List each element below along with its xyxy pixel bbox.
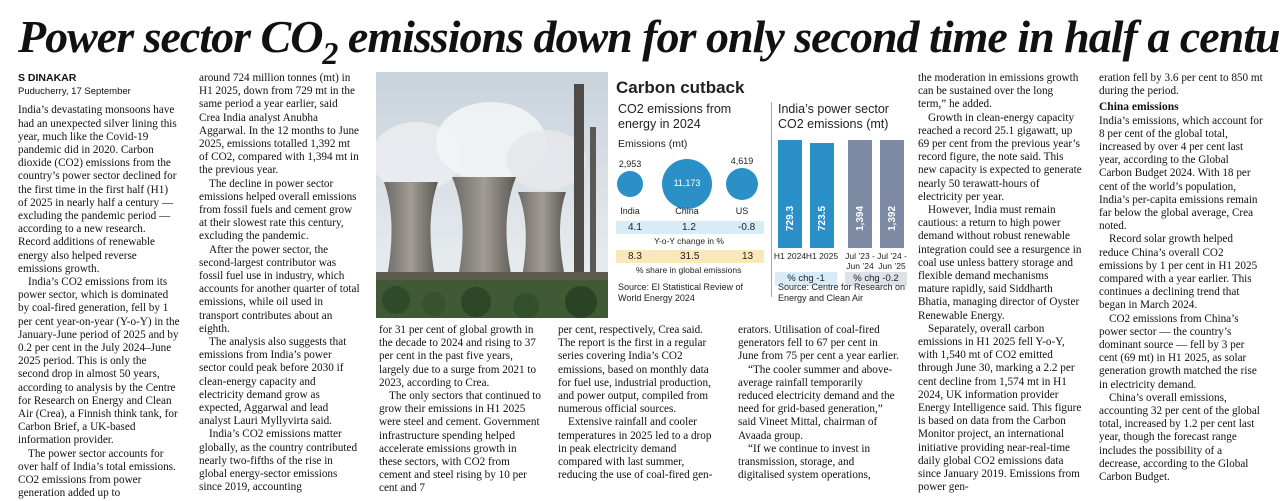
bar-0: [778, 140, 802, 248]
bar-label-1: H1 2025: [805, 251, 839, 261]
article-column-5: erators. Utilisation of coal-fired gener…: [738, 324, 900, 482]
article-column-4: per cent, respectively, Crea said. The r…: [558, 324, 720, 482]
bar-2: [848, 140, 872, 248]
bar-label-2: Jul ’23 - Jun ’24: [845, 251, 875, 271]
bubble-label-us: US: [735, 206, 749, 216]
paragraph: for 31 per cent of global growth in the …: [379, 324, 537, 389]
yoy-value-china: 1.2: [682, 222, 696, 233]
paragraph: Separately, overall carbon emissions in …: [918, 322, 1082, 494]
infographic-divider: [771, 102, 772, 297]
bar-value-2: 1,394: [855, 205, 866, 231]
paragraph: per cent, respectively, Crea said. The r…: [558, 324, 711, 416]
bubble-china: [662, 159, 712, 209]
bubble-label-china: China: [675, 206, 699, 216]
paragraph: The decline in power sector emissions he…: [199, 177, 357, 243]
share-value-us: 13: [742, 251, 754, 262]
paragraph: around 724 million tonnes (mt) in H1 202…: [199, 72, 360, 177]
headline: Power sector CO2 emissions down for only…: [18, 11, 1280, 71]
article-column-2: around 724 million tonnes (mt) in H1 202…: [199, 72, 361, 495]
cooling-towers-photo: [376, 72, 608, 318]
share-strip: 8.3 31.5 13: [616, 250, 764, 263]
bubble-value-china: 11,173: [673, 178, 701, 188]
byline-author: S DINAKAR: [18, 72, 77, 84]
paragraph: The only sectors that continued to grow …: [379, 390, 541, 495]
paragraph: eration fell by 3.6 per cent to 850 mt d…: [1099, 72, 1263, 98]
paragraph: CO2 emissions from China’s power sector …: [1099, 312, 1257, 391]
paragraph: China’s overall emissions, accounting 32…: [1099, 391, 1260, 484]
group-change-label-0: % chg -1: [775, 272, 837, 286]
group-change-label-1: % chg -0.2: [845, 272, 907, 286]
paragraph: India’s devastating monsoons have had an…: [18, 104, 177, 275]
paragraph: India’s CO2 emissions from its power sec…: [18, 276, 180, 447]
share-value-india: 8.3: [628, 251, 642, 262]
bar-label-0: H1 2024: [773, 251, 807, 261]
bubble-india: [617, 171, 643, 197]
yoy-value-india: 4.1: [628, 222, 642, 233]
bar-3: [880, 140, 904, 248]
paragraph: India’s CO2 emissions matter globally, a…: [199, 428, 358, 494]
article-column-3: for 31 per cent of global growth in the …: [379, 324, 541, 496]
share-caption: % share in global emissions: [636, 265, 742, 275]
bubble-label-india: India: [620, 206, 640, 216]
paragraph: “The cooler summer and above-average rai…: [738, 363, 895, 442]
paragraph: After the power sector, the second-large…: [199, 243, 360, 335]
bar-1: [810, 142, 834, 248]
paragraph: the moderation in emissions growth can b…: [918, 72, 1079, 111]
paragraph: “If we continue to invest in transmissio…: [738, 442, 871, 482]
carbon-cutback-infographic: Carbon cutback CO2 emissions from energy…: [608, 72, 910, 318]
paragraph: Growth in clean-energy capacity reached …: [918, 111, 1082, 203]
share-value-china: 31.5: [680, 251, 700, 262]
article-column-1: S DINAKAR Puducherry, 17 September India…: [18, 72, 180, 501]
paragraph: erators. Utilisation of coal-fired gener…: [738, 324, 899, 363]
yoy-value-us: -0.8: [738, 222, 756, 233]
paragraph: The analysis also suggests that emission…: [199, 336, 347, 428]
paragraph: Extensive rainfall and cooler temperatur…: [558, 416, 713, 482]
paragraph: However, India must remain cautious: a r…: [918, 204, 1082, 322]
paragraph: The power sector accounts for over half …: [18, 447, 176, 500]
article-column-7: eration fell by 3.6 per cent to 850 mt d…: [1099, 72, 1263, 484]
bubble-chart-subtitle: CO2 emissions from energy in 2024: [618, 102, 732, 131]
bubble-value-us: 4,619: [730, 155, 754, 166]
paragraph: Record solar growth helped reduce China’…: [1099, 233, 1258, 312]
bar-chart-title: India’s power sector CO2 emissions (mt): [778, 102, 889, 131]
bar-chart-source: Source: Centre for Research on Energy an…: [778, 282, 906, 303]
paragraph: India’s emissions, which account for 8 p…: [1099, 114, 1263, 233]
yoy-strip: 4.1 1.2 -0.8: [616, 221, 764, 234]
bar-value-3: 1,392: [887, 205, 898, 231]
subhead-china-emissions: China emissions: [1099, 101, 1179, 114]
bubble-chart-units: Emissions (mt): [618, 138, 688, 150]
infographic-title: Carbon cutback: [616, 78, 745, 97]
dateline: Puducherry, 17 September: [18, 86, 131, 98]
bubble-chart-source: Source: EI Statistical Review of World E…: [618, 282, 744, 303]
bar-value-0: 729.3: [785, 205, 796, 231]
article-column-6: the moderation in emissions growth can b…: [918, 72, 1082, 495]
bar-value-1: 723.5: [817, 205, 828, 231]
bar-label-3: Jul ’24 - Jun ’25: [877, 251, 907, 271]
bubble-value-india: 2,953: [618, 159, 642, 170]
yoy-caption: Y-o-Y change in %: [654, 236, 724, 246]
bubble-us: [725, 167, 759, 201]
